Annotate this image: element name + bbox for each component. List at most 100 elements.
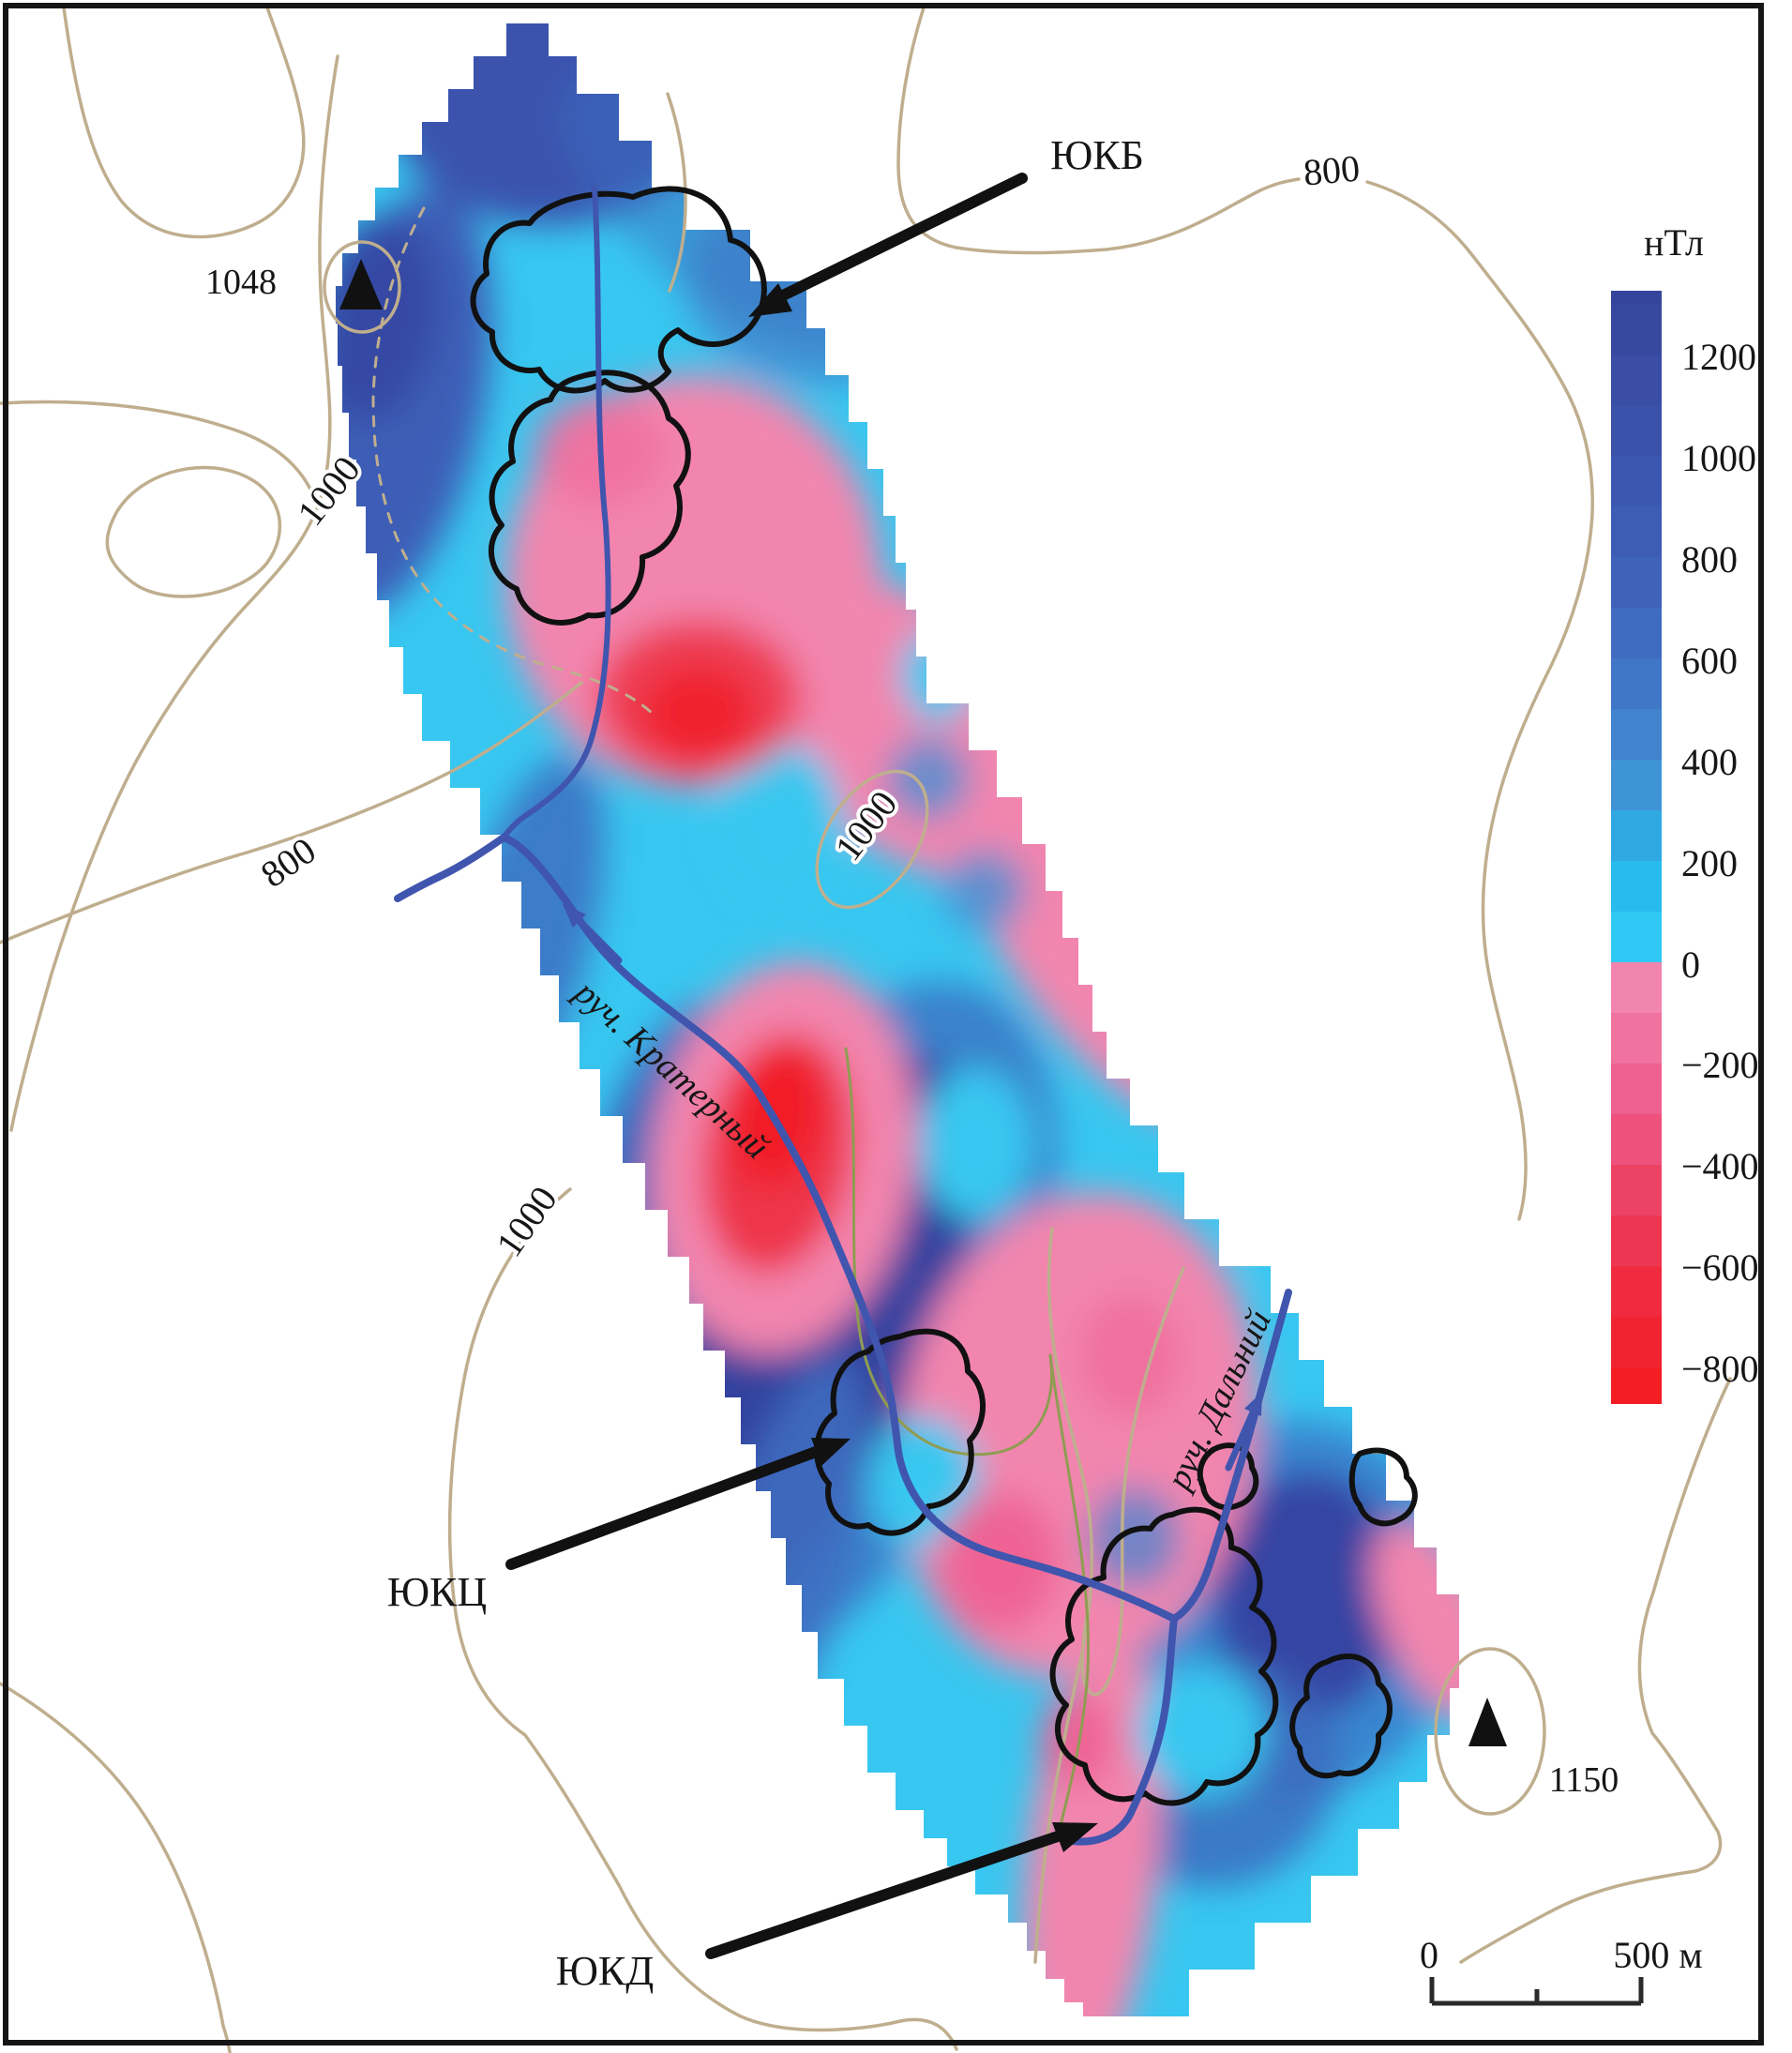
colorbar-band [1611,1114,1662,1165]
elevation-label-1048: 1048 [205,263,277,302]
anomaly-blob [713,741,844,910]
contour-line-1000-sw [447,1187,958,2051]
stream-kraterny-outflow [394,834,507,902]
contour-line-800-top-east [1365,180,1594,1221]
colorbar-band [1611,291,1662,305]
stream-dalniy-upper [1170,1289,1292,1623]
colorbar-tick: −800 [1681,1348,1759,1390]
stream-lower-joint [1068,1615,1178,1846]
anomaly-blob [1371,1522,1459,1723]
colorbar-band [1611,962,1662,1013]
contour-loop-1000-mid [815,769,929,910]
colorbar-band [1611,760,1662,810]
colorbar-band [1611,912,1662,962]
arrow-yukb-head-icon [748,283,792,317]
colorbar-legend: нТл 1200 100 [1611,221,1759,1404]
ore-outline-yukd-east [1289,1653,1393,1779]
colorbar-band [1611,709,1662,760]
scale-bar-max: 500 м [1613,1934,1702,1976]
colorbar-tick-labels: 1200 1000 800 600 400 200 0 −200 −400 −6… [1681,336,1759,1390]
anomaly-blob [1135,1665,1266,1796]
contour-line-800-left [0,681,583,944]
arrow-yukb-shaft [777,173,1028,301]
anomaly-blob [886,736,971,821]
deposit-label-yukb: ЮКБ [1050,132,1144,178]
contour-line [0,400,316,499]
colorbar-tick: −200 [1681,1044,1759,1086]
deposit-arrows [505,173,1098,1959]
colorbar-band [1611,1266,1662,1317]
contour-line [1080,1266,1185,1697]
flow-arrow-dalniy-shaft [1225,1409,1257,1472]
stream-kraterny-upper [501,185,611,840]
contour-line-800-top-west [896,6,1301,255]
colorbar-band [1611,406,1662,456]
anomaly-blob [1078,1294,1182,1416]
anomaly-blob [938,1491,1060,1632]
arrow-yukts-shaft [505,1446,821,1570]
arrow-yukd-shaft [705,1831,1063,1959]
ore-body-outlines [470,186,1418,1806]
ore-outline-yukb-lower [488,370,691,626]
contour-line [666,92,687,293]
contour-line-olive [844,1047,1054,1457]
colorbar-band [1611,1013,1662,1064]
flow-arrowhead-dalniy-icon [1244,1392,1262,1416]
summit-triangle-1150-icon [1468,1698,1507,1746]
scale-bar: 0 500 м [1420,1934,1703,2006]
scale-bar-line [1429,1977,1644,2006]
colorbar-tick: 1200 [1681,336,1756,378]
colorbar-band [1611,557,1662,608]
colorbar-band [1611,810,1662,861]
anomaly-blob [642,666,755,760]
anomaly-blob [919,1069,1032,1219]
colorbar-band [1611,861,1662,912]
ore-outline-yukts [814,1328,986,1536]
contour-loop-1150 [1434,1647,1546,1816]
topographic-contours [0,6,1732,2053]
colorbar-tick: −400 [1681,1145,1759,1187]
contour-label-800-top: 800 [1302,146,1362,193]
deposit-label-yukd: ЮКД [556,1948,655,1994]
colorbar-band [1611,506,1662,557]
anomaly-blob [1088,1487,1182,1590]
anomaly-blobs [336,23,1459,2016]
streams [394,185,1292,1846]
summit-triangle-1048-icon [339,259,383,309]
colorbar-tick: 600 [1681,640,1738,682]
contour-line-dashed [371,206,654,715]
stream-kraterny-main [500,834,1178,1623]
arrow-yukd-head-icon [1052,1822,1098,1852]
colorbar-tick: 400 [1681,741,1738,783]
colorbar-tick: 0 [1681,943,1700,986]
colorbar-band [1611,608,1662,658]
colorbar-band [1611,1165,1662,1215]
colorbar-band [1611,1317,1662,1367]
colorbar-tick: 200 [1681,842,1738,884]
colorbar-band [1611,1064,1662,1114]
flow-arrow-kraterny-shaft [576,917,623,964]
contour-line [62,6,306,239]
contour-line-1150-east [1459,1377,1732,1964]
ore-outline-yukd-northeast [1348,1447,1418,1527]
flow-arrowhead-kraterny-icon [563,904,586,928]
contour-line-1000-nw [9,54,339,1132]
colorbar-band [1611,1367,1662,1404]
contour-line [0,1682,232,2053]
contour-line [105,465,282,598]
ore-outline-yukb-upper [470,186,767,394]
arrow-yukts-head-icon [811,1438,851,1466]
colorbar [1611,291,1662,1404]
elevation-label-1150: 1150 [1549,1760,1619,1800]
colorbar-band [1611,355,1662,406]
contour-loop-1048 [323,240,401,334]
colorbar-band [1611,456,1662,506]
anomaly-blob [336,216,438,422]
colorbar-band [1611,1215,1662,1266]
colorbar-band [1611,305,1662,355]
contour-line-olive [1048,1353,1091,1838]
ore-outline-yukd-main [1049,1506,1279,1806]
colorbar-band [1611,658,1662,709]
colorbar-tick: 800 [1681,538,1738,581]
